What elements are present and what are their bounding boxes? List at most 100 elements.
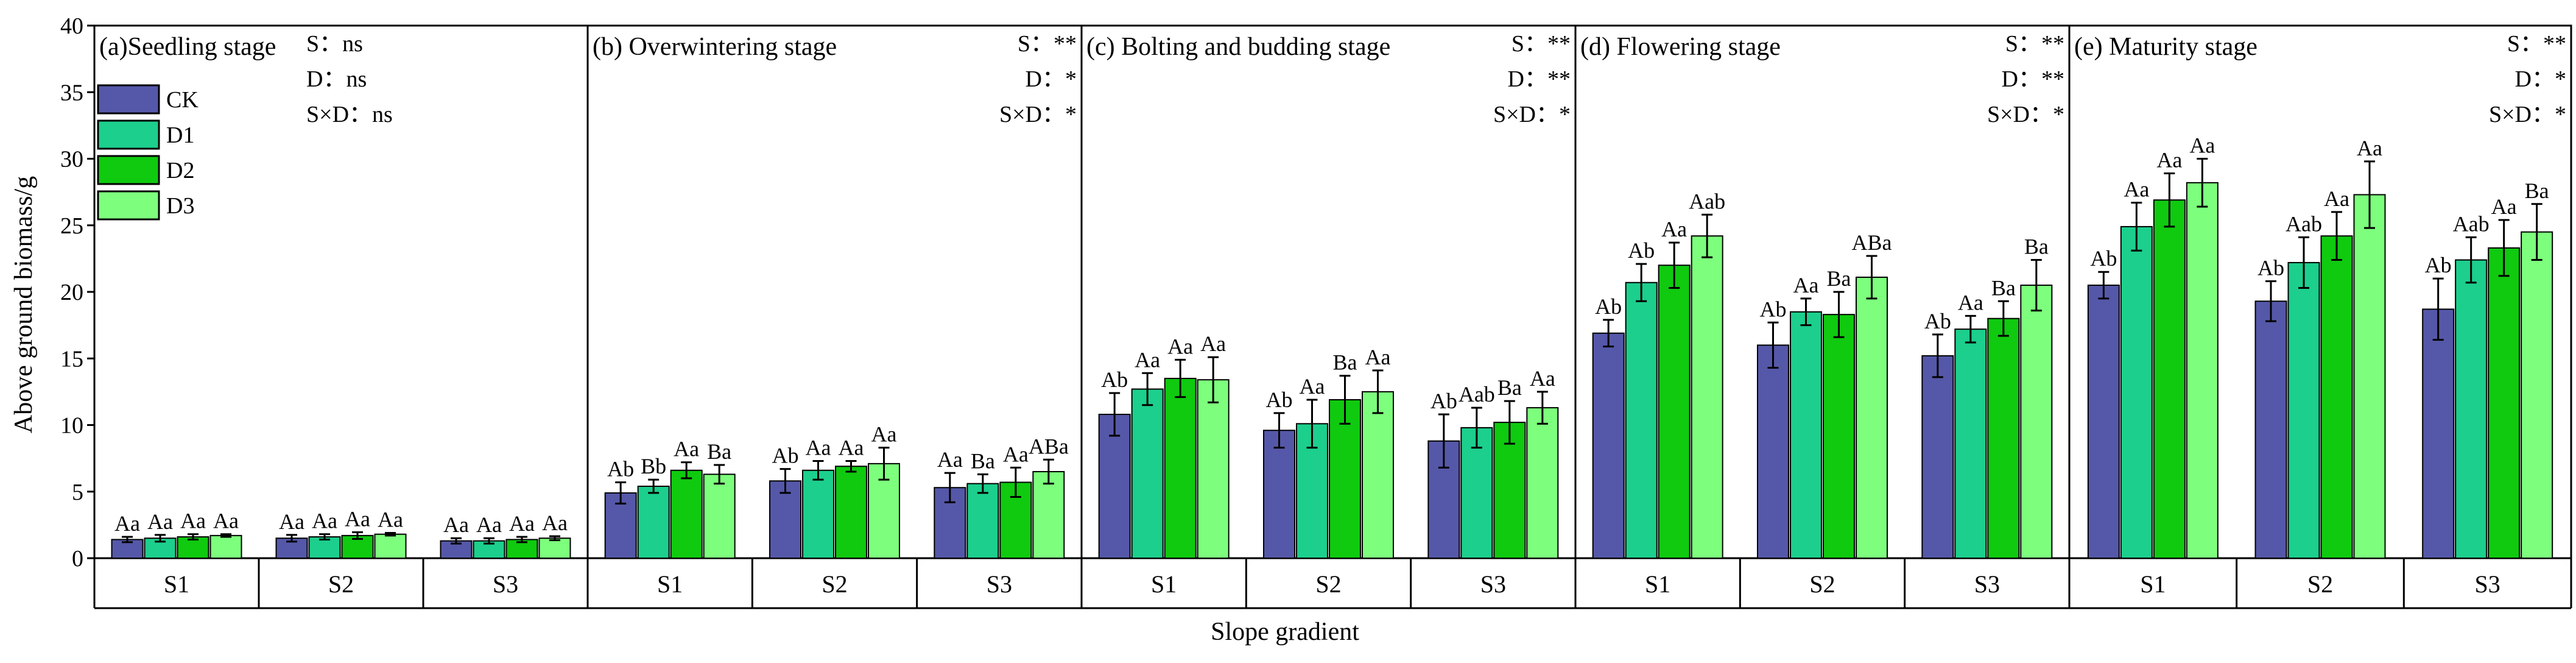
panel-d: (d) Flowering stage S：**D：**S×D：*AbAbAaAa… bbox=[1574, 24, 2071, 609]
bar-label: Ab bbox=[1431, 389, 1457, 413]
category-label: S2 bbox=[328, 570, 354, 598]
bar-d3-s3 bbox=[1526, 407, 1559, 559]
bar-d3-s3 bbox=[2521, 231, 2553, 559]
bar-d1-s1 bbox=[637, 486, 670, 559]
stat-text: S：** bbox=[1018, 31, 1077, 57]
legend-swatch-ck bbox=[97, 84, 160, 115]
stat-text: S：** bbox=[2507, 31, 2566, 57]
bar-d2-s2 bbox=[1823, 314, 1855, 559]
stat-text: D：* bbox=[1026, 66, 1077, 92]
bar-label: Aa bbox=[279, 509, 304, 534]
legend: CK D1 D2 D3 bbox=[97, 84, 199, 221]
category-label: S2 bbox=[1809, 570, 1835, 598]
y-tick-label: 10 bbox=[60, 413, 83, 439]
panel-title: (b) Overwintering stage bbox=[593, 33, 837, 61]
bar-ck-s1 bbox=[2087, 285, 2120, 559]
bar-label: Ab bbox=[1924, 309, 1951, 333]
bar-label: Aa bbox=[2189, 133, 2215, 158]
bar-label: Aa bbox=[839, 435, 864, 459]
bar-label: Ba bbox=[2525, 179, 2549, 203]
category-label: S1 bbox=[164, 570, 189, 598]
bar-d1-s2 bbox=[802, 469, 834, 559]
bar-label: Aa bbox=[443, 512, 469, 537]
stat-text: S×D：* bbox=[1493, 102, 1571, 127]
bar-label: Ab bbox=[607, 456, 634, 481]
stat-text: S×D：* bbox=[1987, 102, 2064, 127]
category-label: S2 bbox=[822, 570, 847, 598]
bar-label: Ab bbox=[1595, 294, 1622, 319]
bar-label: Aa bbox=[674, 437, 699, 461]
bar-d3-s3 bbox=[2020, 285, 2053, 559]
y-tick-label: 25 bbox=[60, 213, 83, 239]
bar-d2-s2 bbox=[835, 466, 867, 559]
bar-label: Ab bbox=[772, 444, 799, 468]
bar-d1-s1 bbox=[1625, 282, 1658, 559]
stat-text: D：** bbox=[2002, 66, 2064, 92]
category-label: S3 bbox=[1480, 570, 1506, 598]
bar-label: Aa bbox=[871, 422, 897, 447]
bar-label: Aa bbox=[1365, 345, 1391, 369]
bar-label: Aa bbox=[1530, 366, 1555, 391]
bar-label: Aa bbox=[806, 435, 831, 459]
bar-d2-s3 bbox=[1987, 317, 2020, 559]
bar-d3-s1 bbox=[1691, 235, 1723, 559]
bar-d3-s2 bbox=[1856, 276, 1888, 559]
bar-d1-s1 bbox=[2120, 225, 2153, 559]
bar-label: Aa bbox=[542, 511, 568, 535]
bar-label: Aa bbox=[2491, 194, 2517, 219]
category-label: S3 bbox=[987, 570, 1012, 598]
legend-swatch-d3 bbox=[97, 190, 160, 221]
bar-ck-s2 bbox=[2254, 300, 2287, 559]
bar-ck-s2 bbox=[1263, 430, 1295, 559]
bar-label: Aa bbox=[476, 512, 502, 537]
stat-text: D：ns bbox=[306, 66, 367, 92]
bar-d2-s1 bbox=[670, 469, 703, 559]
y-axis: 0 5 10 15 20 25 30 35 40 bbox=[60, 13, 96, 572]
bar-label: Aa bbox=[509, 511, 535, 536]
bar-label: Ba bbox=[1991, 275, 2016, 300]
legend-label-ck: CK bbox=[166, 87, 199, 113]
bar-d3-s1 bbox=[209, 534, 242, 559]
bar-label: Aa bbox=[312, 509, 337, 533]
legend-swatch-d1 bbox=[97, 119, 160, 150]
bar-ck-s2 bbox=[1757, 344, 1789, 559]
bar-label: Aa bbox=[1167, 334, 1193, 358]
y-tick-label: 35 bbox=[60, 80, 83, 105]
bar-label: Aa bbox=[1135, 347, 1160, 372]
stat-text: S×D：* bbox=[2489, 102, 2566, 127]
bar-ck-s1 bbox=[1098, 414, 1131, 559]
stat-text: S×D：* bbox=[999, 102, 1077, 127]
y-tick-label: 15 bbox=[60, 346, 83, 372]
bar-label: Ba bbox=[1333, 350, 1357, 375]
bar-label: Aa bbox=[2324, 186, 2349, 211]
bar-label: Aa bbox=[213, 509, 239, 533]
stat-text: S：** bbox=[2005, 31, 2064, 57]
panel-title: (d) Flowering stage bbox=[1580, 33, 1781, 61]
panel-e: (e) Maturity stage S：** D：* S×D：* Ab Aa Aa Aa S1… bbox=[2068, 24, 2572, 609]
panel-b: (b) Overwintering stage S：** D：* S×D：* Ab Bb A… bbox=[586, 24, 1083, 609]
bar-label: Aa bbox=[1003, 442, 1029, 466]
bar-label: ABa bbox=[1852, 230, 1892, 255]
category-label: S1 bbox=[657, 570, 683, 598]
stat-text: S×D：ns bbox=[306, 102, 393, 127]
panel-a: (a)Seedling stage S：ns D：ns S×D：ns Aa Aa Aa Aa S… bbox=[93, 24, 589, 609]
bar-label: ABa bbox=[1029, 434, 1069, 458]
bar-label: Aa bbox=[114, 511, 140, 536]
category-label: S3 bbox=[2475, 570, 2500, 598]
bar-d1-s2 bbox=[2287, 261, 2320, 559]
category-label: S3 bbox=[493, 570, 518, 598]
y-tick-label: 20 bbox=[60, 280, 83, 305]
stat-text: S：** bbox=[1511, 31, 1571, 57]
bar-label: Aa bbox=[345, 506, 370, 531]
bar-d2-s2 bbox=[1329, 399, 1361, 559]
bar-d1-s1 bbox=[1131, 388, 1164, 559]
y-tick-label: 30 bbox=[60, 147, 83, 172]
y-tick-label: 0 bbox=[72, 546, 83, 572]
panel-c: (c) Bolting and budding stage S：** D：** S×D… bbox=[1080, 24, 1577, 609]
bar-d3-s2 bbox=[2353, 194, 2386, 559]
bar-label: Ab bbox=[1760, 297, 1787, 321]
bar-ck-s1 bbox=[1592, 332, 1625, 559]
category-label: S1 bbox=[1645, 570, 1670, 598]
bar-label: Aa bbox=[1793, 273, 1819, 297]
